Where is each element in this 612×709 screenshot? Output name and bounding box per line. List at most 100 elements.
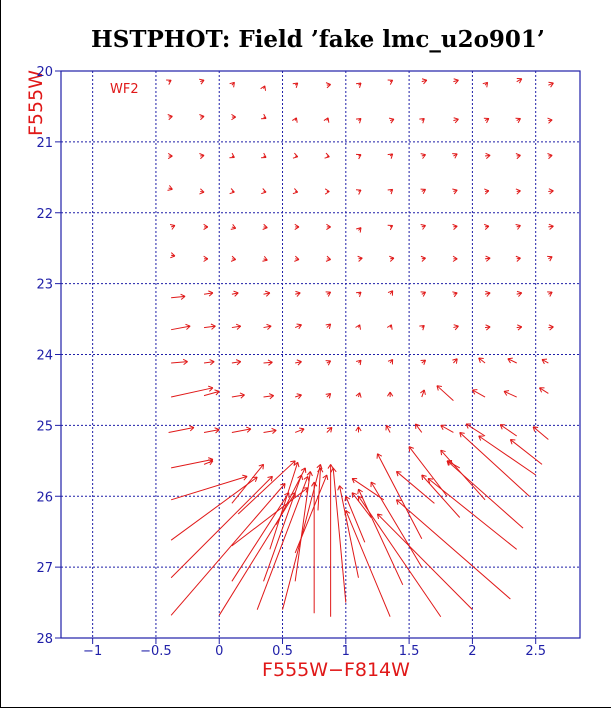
vector-arrow	[414, 423, 423, 433]
vector-head	[236, 325, 242, 330]
vector-head	[453, 225, 458, 230]
vector-head	[326, 474, 329, 480]
vector-arrow	[515, 255, 521, 262]
vector-shaft	[170, 475, 248, 501]
vector-shaft	[237, 460, 296, 515]
vector-head	[516, 154, 521, 160]
vector-arrow	[324, 188, 330, 195]
vector-head	[358, 426, 362, 432]
vector-head	[208, 385, 214, 389]
vector-head	[423, 389, 426, 395]
vector-head	[208, 457, 214, 460]
vector-head	[396, 499, 402, 502]
vector-head	[189, 425, 195, 428]
vector-arrow	[356, 227, 362, 233]
vector-arrow	[325, 291, 332, 297]
vector-head	[268, 361, 273, 366]
vector-head	[167, 188, 173, 191]
vector-head	[295, 290, 301, 294]
vector-arrow	[427, 478, 518, 550]
vector-arrow	[203, 389, 220, 397]
vector-shaft	[532, 426, 549, 440]
y-tick-label: 21	[36, 136, 53, 151]
vector-arrow	[503, 390, 517, 398]
vector-shaft	[294, 428, 305, 433]
vector-shaft	[326, 427, 333, 433]
vector-shaft	[338, 485, 359, 578]
vector-arrow	[484, 188, 490, 195]
vector-arrow	[295, 290, 301, 297]
vector-arrow	[167, 114, 173, 121]
vector-arrow	[199, 114, 205, 121]
vector-arrow	[548, 81, 554, 88]
vector-head	[262, 259, 268, 262]
vector-head	[300, 467, 306, 471]
vector-head	[389, 255, 395, 259]
vector-shaft	[269, 462, 299, 550]
vector-head	[356, 227, 362, 230]
axes-box	[60, 70, 581, 639]
vector-head	[297, 462, 300, 468]
vector-head	[167, 152, 173, 157]
vector-shaft	[408, 446, 448, 497]
vector-head	[453, 117, 459, 120]
vector-head	[324, 188, 330, 192]
vector-arrow	[330, 467, 347, 603]
vector-shaft	[317, 467, 321, 511]
vector-head	[200, 115, 205, 121]
vector-head	[168, 79, 172, 85]
vector-shaft	[203, 325, 216, 329]
vector-arrow	[325, 360, 332, 366]
vector-arrow	[231, 426, 252, 433]
vector-shaft	[170, 476, 273, 579]
vector-arrow	[292, 117, 298, 123]
vector-shaft	[446, 460, 460, 469]
vector-arrow	[436, 385, 454, 401]
vector-arrow	[229, 188, 235, 195]
vector-head	[359, 227, 362, 233]
vector-head	[215, 429, 220, 434]
vector-head	[387, 358, 393, 362]
vector-head	[358, 189, 362, 195]
vector-arrow	[203, 223, 209, 231]
vector-arrow	[440, 424, 454, 433]
vector-head	[210, 361, 215, 366]
vector-arrow	[326, 223, 331, 231]
vector-arrow	[421, 474, 461, 518]
vector-head	[325, 82, 331, 85]
vector-head	[548, 81, 554, 84]
vector-head	[485, 290, 491, 294]
y-tick-label: 27	[36, 561, 53, 576]
y-tick-label: 25	[36, 419, 53, 434]
vector-arrow	[199, 153, 205, 160]
vector-head	[422, 225, 426, 230]
x-tick-label: 1	[342, 644, 350, 659]
vector-arrow	[484, 255, 491, 262]
vector-head	[232, 224, 237, 229]
vector-head	[358, 488, 363, 493]
vector-arrow	[419, 324, 425, 331]
vector-head	[270, 476, 273, 482]
vector-head	[358, 257, 363, 262]
vector-head	[482, 81, 488, 85]
vector-head	[454, 79, 459, 85]
vector-head	[324, 156, 330, 159]
vector-shaft	[478, 435, 536, 476]
y-tick-label: 23	[36, 278, 53, 293]
vector-head	[548, 324, 554, 328]
vector-head	[316, 463, 321, 469]
vector-head	[386, 324, 392, 328]
x-tick-label: 2	[468, 644, 476, 659]
vector-shaft	[231, 361, 241, 364]
vector-arrow	[324, 152, 330, 159]
vector-head	[427, 478, 431, 484]
vector-arrow	[167, 185, 173, 191]
panel-label: WF2	[110, 82, 139, 97]
vector-arrow	[453, 117, 459, 124]
vector-head	[326, 223, 331, 228]
vector-head	[420, 153, 426, 156]
vector-series	[166, 78, 554, 618]
vector-shaft	[294, 474, 328, 554]
vector-head	[452, 358, 458, 361]
